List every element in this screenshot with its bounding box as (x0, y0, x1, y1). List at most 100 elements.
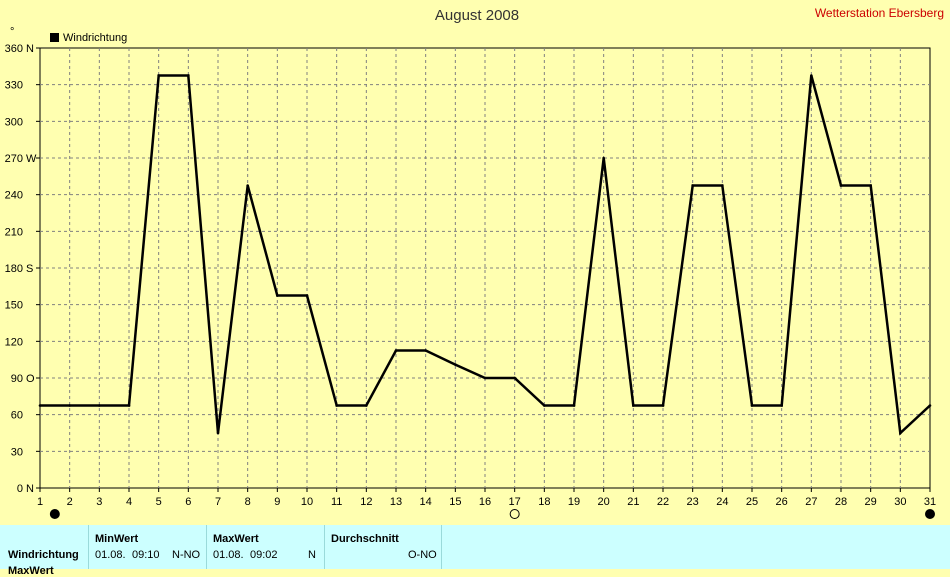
data-point (661, 404, 665, 407)
data-point (869, 184, 872, 187)
max-value: N (308, 549, 316, 561)
data-point (216, 431, 220, 435)
data-point (127, 404, 131, 407)
max-date: 01.08. (213, 549, 244, 561)
x-tick-label: 25 (746, 496, 758, 508)
x-tick-label: 23 (687, 496, 699, 508)
y-tick-label: 150 (5, 300, 23, 312)
data-point (276, 294, 279, 297)
x-tick-label: 5 (156, 496, 162, 508)
min-value: N-NO (172, 549, 201, 561)
legend-swatch (50, 33, 59, 42)
data-point (839, 184, 843, 187)
x-tick-label: 21 (627, 496, 639, 508)
y-tick-label: 270 (5, 153, 23, 165)
moon-markers (49, 509, 935, 519)
x-tick-label: 8 (245, 496, 251, 508)
y-tick-label: 330 (5, 80, 23, 92)
max-time: 09:02 (250, 549, 278, 561)
x-tick-label: 22 (657, 496, 669, 508)
data-point (483, 376, 487, 380)
data-point (572, 404, 576, 407)
col-min-header: MinWert (95, 533, 139, 545)
x-tick-label: 19 (568, 496, 580, 508)
y-compass-label: N (26, 483, 34, 495)
x-tick-label: 20 (598, 496, 610, 508)
full-moon-icon (509, 509, 520, 519)
data-point (454, 363, 457, 366)
x-axis: 1 2 3 4 5 6 7 8 9 10 11 12 13 14 15 16 17 18 19 20 21 22 23 24 2… (37, 488, 936, 508)
y-tick-label: 300 (5, 116, 23, 128)
min-time: 09:10 (132, 549, 160, 561)
data-point (365, 404, 368, 407)
x-tick-label: 17 (509, 496, 521, 508)
x-tick-label: 24 (716, 496, 728, 508)
x-tick-label: 7 (215, 496, 221, 508)
x-tick-label: 6 (185, 496, 191, 508)
data-point (424, 349, 427, 352)
x-tick-label: 18 (538, 496, 550, 508)
new-moon-icon (49, 509, 60, 519)
x-tick-label: 28 (835, 496, 847, 508)
col-avg: Durchschnitt O-NO (324, 525, 442, 569)
col-max: MaxWert 01.08. 09:02 N (206, 525, 325, 569)
data-point (750, 404, 754, 407)
stats-table: Windrichtung MaxWert MinWert 01.08. 09:1… (0, 525, 950, 577)
data-point (632, 404, 635, 407)
y-tick-label: 0 (17, 483, 23, 495)
legend-label: Windrichtung (63, 32, 127, 44)
col-min: MinWert 01.08. 09:10 N-NO (88, 525, 207, 569)
data-point (68, 404, 71, 407)
y-compass-label: N (26, 43, 34, 55)
y-tick-label: 60 (11, 410, 23, 422)
x-tick-label: 31 (924, 496, 936, 508)
col-max-header: MaxWert (213, 533, 259, 545)
x-tick-label: 4 (126, 496, 132, 508)
data-point (157, 74, 160, 77)
x-tick-label: 2 (67, 496, 73, 508)
data-point (899, 431, 902, 435)
y-tick-label: 30 (11, 446, 23, 458)
y-tick-label: 360 (5, 43, 23, 55)
x-tick-label: 27 (805, 496, 817, 508)
y-compass-label: O (26, 373, 35, 385)
x-tick-label: 13 (390, 496, 402, 508)
x-tick-label: 30 (894, 496, 906, 508)
y-compass-label: S (26, 263, 33, 275)
data-point (246, 184, 249, 187)
data-point (780, 404, 783, 407)
x-tick-label: 9 (274, 496, 280, 508)
data-point (335, 404, 338, 407)
col-avg-header: Durchschnitt (331, 533, 399, 545)
x-tick-label: 1 (37, 496, 43, 508)
x-tick-label: 10 (301, 496, 313, 508)
chart-title: August 2008 (435, 7, 519, 24)
data-point (513, 376, 516, 380)
data-point (98, 404, 101, 407)
avg-value: O-NO (408, 549, 437, 561)
degree-unit: ° (10, 26, 14, 38)
x-tick-label: 26 (776, 496, 788, 508)
y-tick-label: 180 (5, 263, 23, 275)
x-tick-label: 14 (420, 496, 432, 508)
data-point (602, 156, 605, 160)
row-label-windrichtung: Windrichtung (8, 549, 79, 561)
min-date: 01.08. (95, 549, 126, 561)
x-tick-label: 15 (449, 496, 461, 508)
x-tick-label: 16 (479, 496, 491, 508)
data-point (721, 184, 724, 187)
series-layer (38, 74, 932, 436)
data-point (187, 74, 190, 77)
station-name: Wetterstation Ebersberg (815, 6, 944, 20)
data-point (394, 349, 398, 352)
x-tick-label: 3 (96, 496, 102, 508)
y-compass-label: W (26, 153, 37, 165)
new-moon-icon (925, 509, 935, 519)
data-point (543, 404, 546, 407)
row-label-next: MaxWert (8, 565, 54, 577)
y-tick-label: 90 (11, 373, 23, 385)
x-tick-label: 12 (360, 496, 372, 508)
data-point (810, 74, 813, 77)
x-tick-label: 29 (865, 496, 877, 508)
